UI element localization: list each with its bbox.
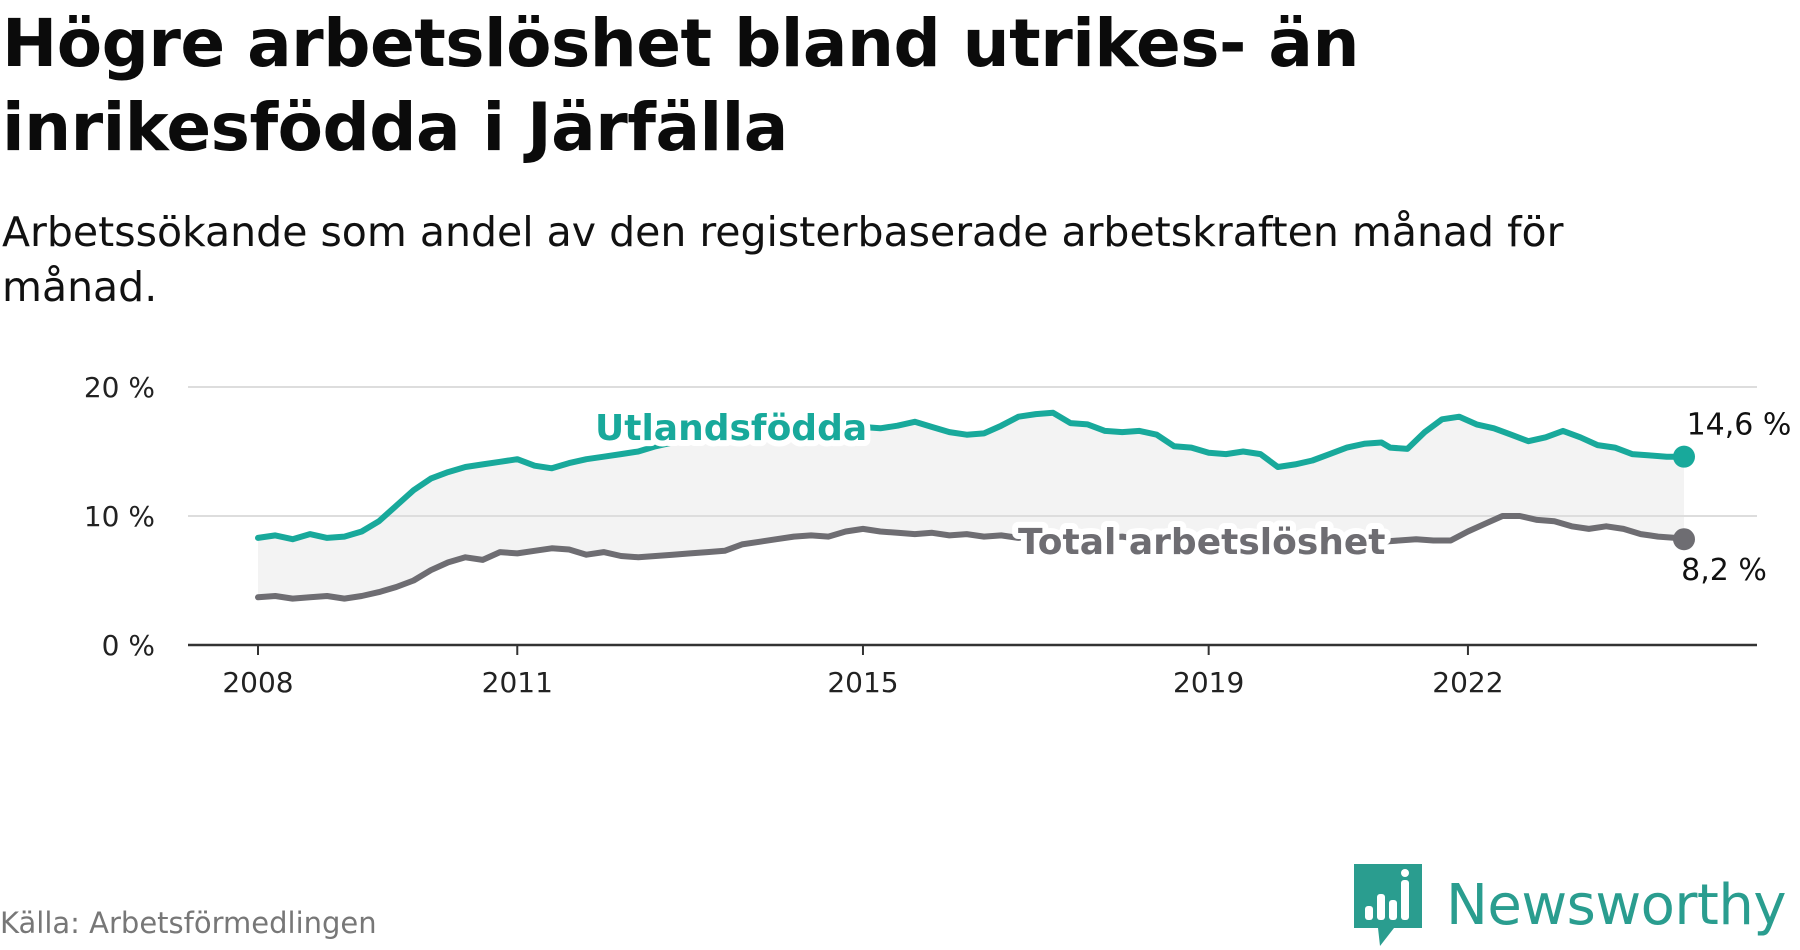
- band-layer: [258, 412, 1684, 599]
- x-axis: [188, 643, 1757, 655]
- x-tick-labels: 2008 2011 2015 2019 2022: [222, 666, 1503, 699]
- series-layer: [255, 409, 1695, 602]
- end-marker-utlandsfodda: [1673, 445, 1695, 468]
- x-tick-label: 2011: [482, 666, 553, 699]
- y-tick-label: 20 %: [84, 371, 155, 404]
- band-area: [258, 412, 1684, 599]
- x-tick-label: 2022: [1432, 666, 1503, 699]
- brand-name: Newsworthy: [1446, 872, 1787, 938]
- end-value-utlandsfodda: 14,6 %: [1687, 408, 1792, 443]
- y-tick-label: 10 %: [84, 500, 155, 533]
- end-marker-total: [1673, 528, 1695, 551]
- chart-bubble-icon: [1354, 864, 1422, 946]
- series-label-total-halo: Total arbetslöshet: [1018, 522, 1386, 563]
- chart-title: Högre arbetslöshet bland utrikes- än inr…: [2, 5, 1359, 166]
- chart-subtitle: Arbetssökande som andel av den registerb…: [2, 208, 1564, 311]
- x-tick-label: 2008: [222, 666, 293, 699]
- series-line-total: [255, 513, 1687, 602]
- y-tick-label: 0 %: [102, 629, 155, 662]
- y-tick-labels: 0 % 10 % 20 %: [84, 371, 155, 662]
- end-value-total: 8,2 %: [1681, 553, 1767, 588]
- series-line-utlandsfodda: [255, 409, 1687, 543]
- series-label-utlandsfodda: Utlandsfödda: [595, 408, 867, 449]
- brand-logo[interactable]: Newsworthy: [1350, 860, 1787, 950]
- line-chart: 0 % 10 % 20 % 2008 2011 2015 2019 2022 Utlands…: [84, 371, 1792, 699]
- source-note: Källa: Arbetsförmedlingen: [0, 906, 377, 940]
- series-label-total: Total arbetslöshet: [1018, 522, 1386, 563]
- series-label-utlandsfodda-halo: Utlandsfödda: [595, 408, 867, 449]
- x-tick-label: 2015: [827, 666, 898, 699]
- x-tick-label: 2019: [1173, 666, 1244, 699]
